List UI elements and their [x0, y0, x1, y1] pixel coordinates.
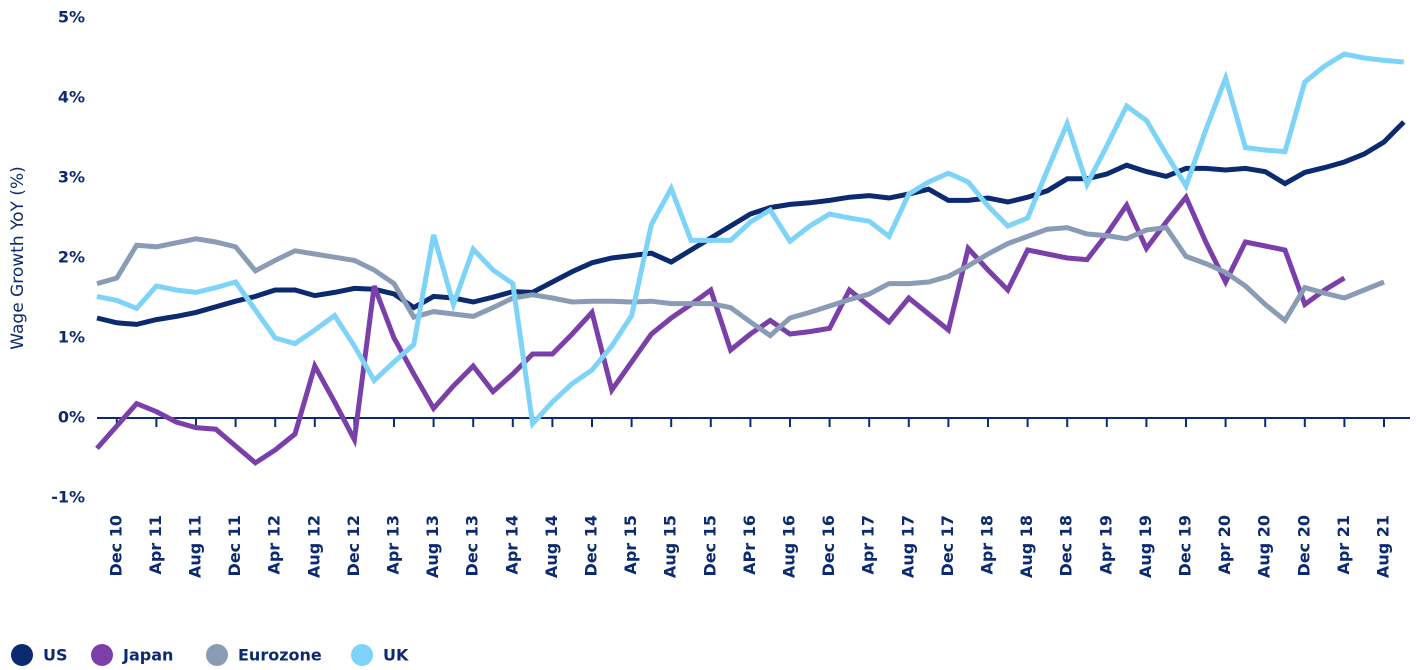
x-tick-label: Aug 16: [780, 515, 799, 578]
x-tick-label: Dec 12: [344, 515, 363, 576]
y-tick-label: 5%: [58, 8, 85, 27]
x-tick-label: Aug 19: [1136, 515, 1155, 578]
legend-swatch: [11, 644, 33, 666]
x-tick-label: Aug 11: [186, 515, 205, 578]
x-tick-label: Apr 13: [384, 515, 403, 575]
legend-label: Japan: [122, 646, 173, 665]
x-tick-label: Apr 15: [621, 515, 640, 575]
x-tick-label: Aug 17: [898, 515, 917, 578]
y-tick-label: -1%: [51, 488, 85, 507]
x-tick-label: Dec 19: [1176, 515, 1195, 576]
y-tick-label: 2%: [58, 248, 85, 267]
legend-swatch: [206, 644, 228, 666]
x-tick-label: Dec 10: [106, 515, 125, 576]
x-tick-label: Aug 15: [661, 515, 680, 578]
series-line: [96, 224, 1385, 339]
x-tick-label: Apr 19: [1096, 515, 1115, 575]
x-tick-label: Apr 20: [1215, 515, 1234, 575]
y-tick-label: 0%: [58, 408, 85, 427]
x-tick-label: Apr 14: [502, 515, 521, 575]
x-tick-label: Apr 12: [265, 515, 284, 575]
y-tick-label: 1%: [58, 328, 85, 347]
y-tick-label: 3%: [58, 168, 85, 187]
x-tick-label: Aug 13: [423, 515, 442, 578]
x-tick-label: Dec 15: [700, 515, 719, 576]
x-tick-label: APr 16: [740, 515, 759, 575]
series-line: [96, 120, 1406, 327]
x-tick-label: Dec 16: [819, 515, 838, 576]
x-tick-label: Aug 12: [304, 515, 323, 578]
x-tick-label: Dec 20: [1294, 515, 1313, 576]
series-line: [96, 51, 1405, 430]
series-line: [95, 192, 1346, 466]
x-tick-label: Aug 18: [1017, 515, 1036, 578]
legend-swatch: [351, 644, 373, 666]
x-tick-label: Apr 21: [1334, 515, 1353, 575]
legend-label: UK: [383, 646, 409, 665]
x-tick-label: Dec 13: [463, 515, 482, 576]
x-tick-label: Dec 11: [225, 515, 244, 576]
x-tick-label: Apr 11: [146, 515, 165, 575]
x-tick-label: Aug 20: [1255, 515, 1274, 578]
x-tick-label: Aug 14: [542, 515, 561, 578]
x-tick-label: Dec 17: [938, 515, 957, 576]
x-tick-label: Apr 17: [859, 515, 878, 575]
x-tick-label: Aug 21: [1374, 515, 1393, 578]
y-axis-label: Wage Growth YoY (%): [8, 166, 28, 349]
x-tick-label: Apr 18: [978, 515, 997, 575]
x-tick-label: Dec 18: [1057, 515, 1076, 576]
legend-label: US: [43, 646, 68, 665]
legend-swatch: [91, 644, 113, 666]
legend-label: Eurozone: [238, 646, 322, 665]
y-tick-label: 4%: [58, 88, 85, 107]
x-tick-label: Dec 14: [582, 515, 601, 576]
